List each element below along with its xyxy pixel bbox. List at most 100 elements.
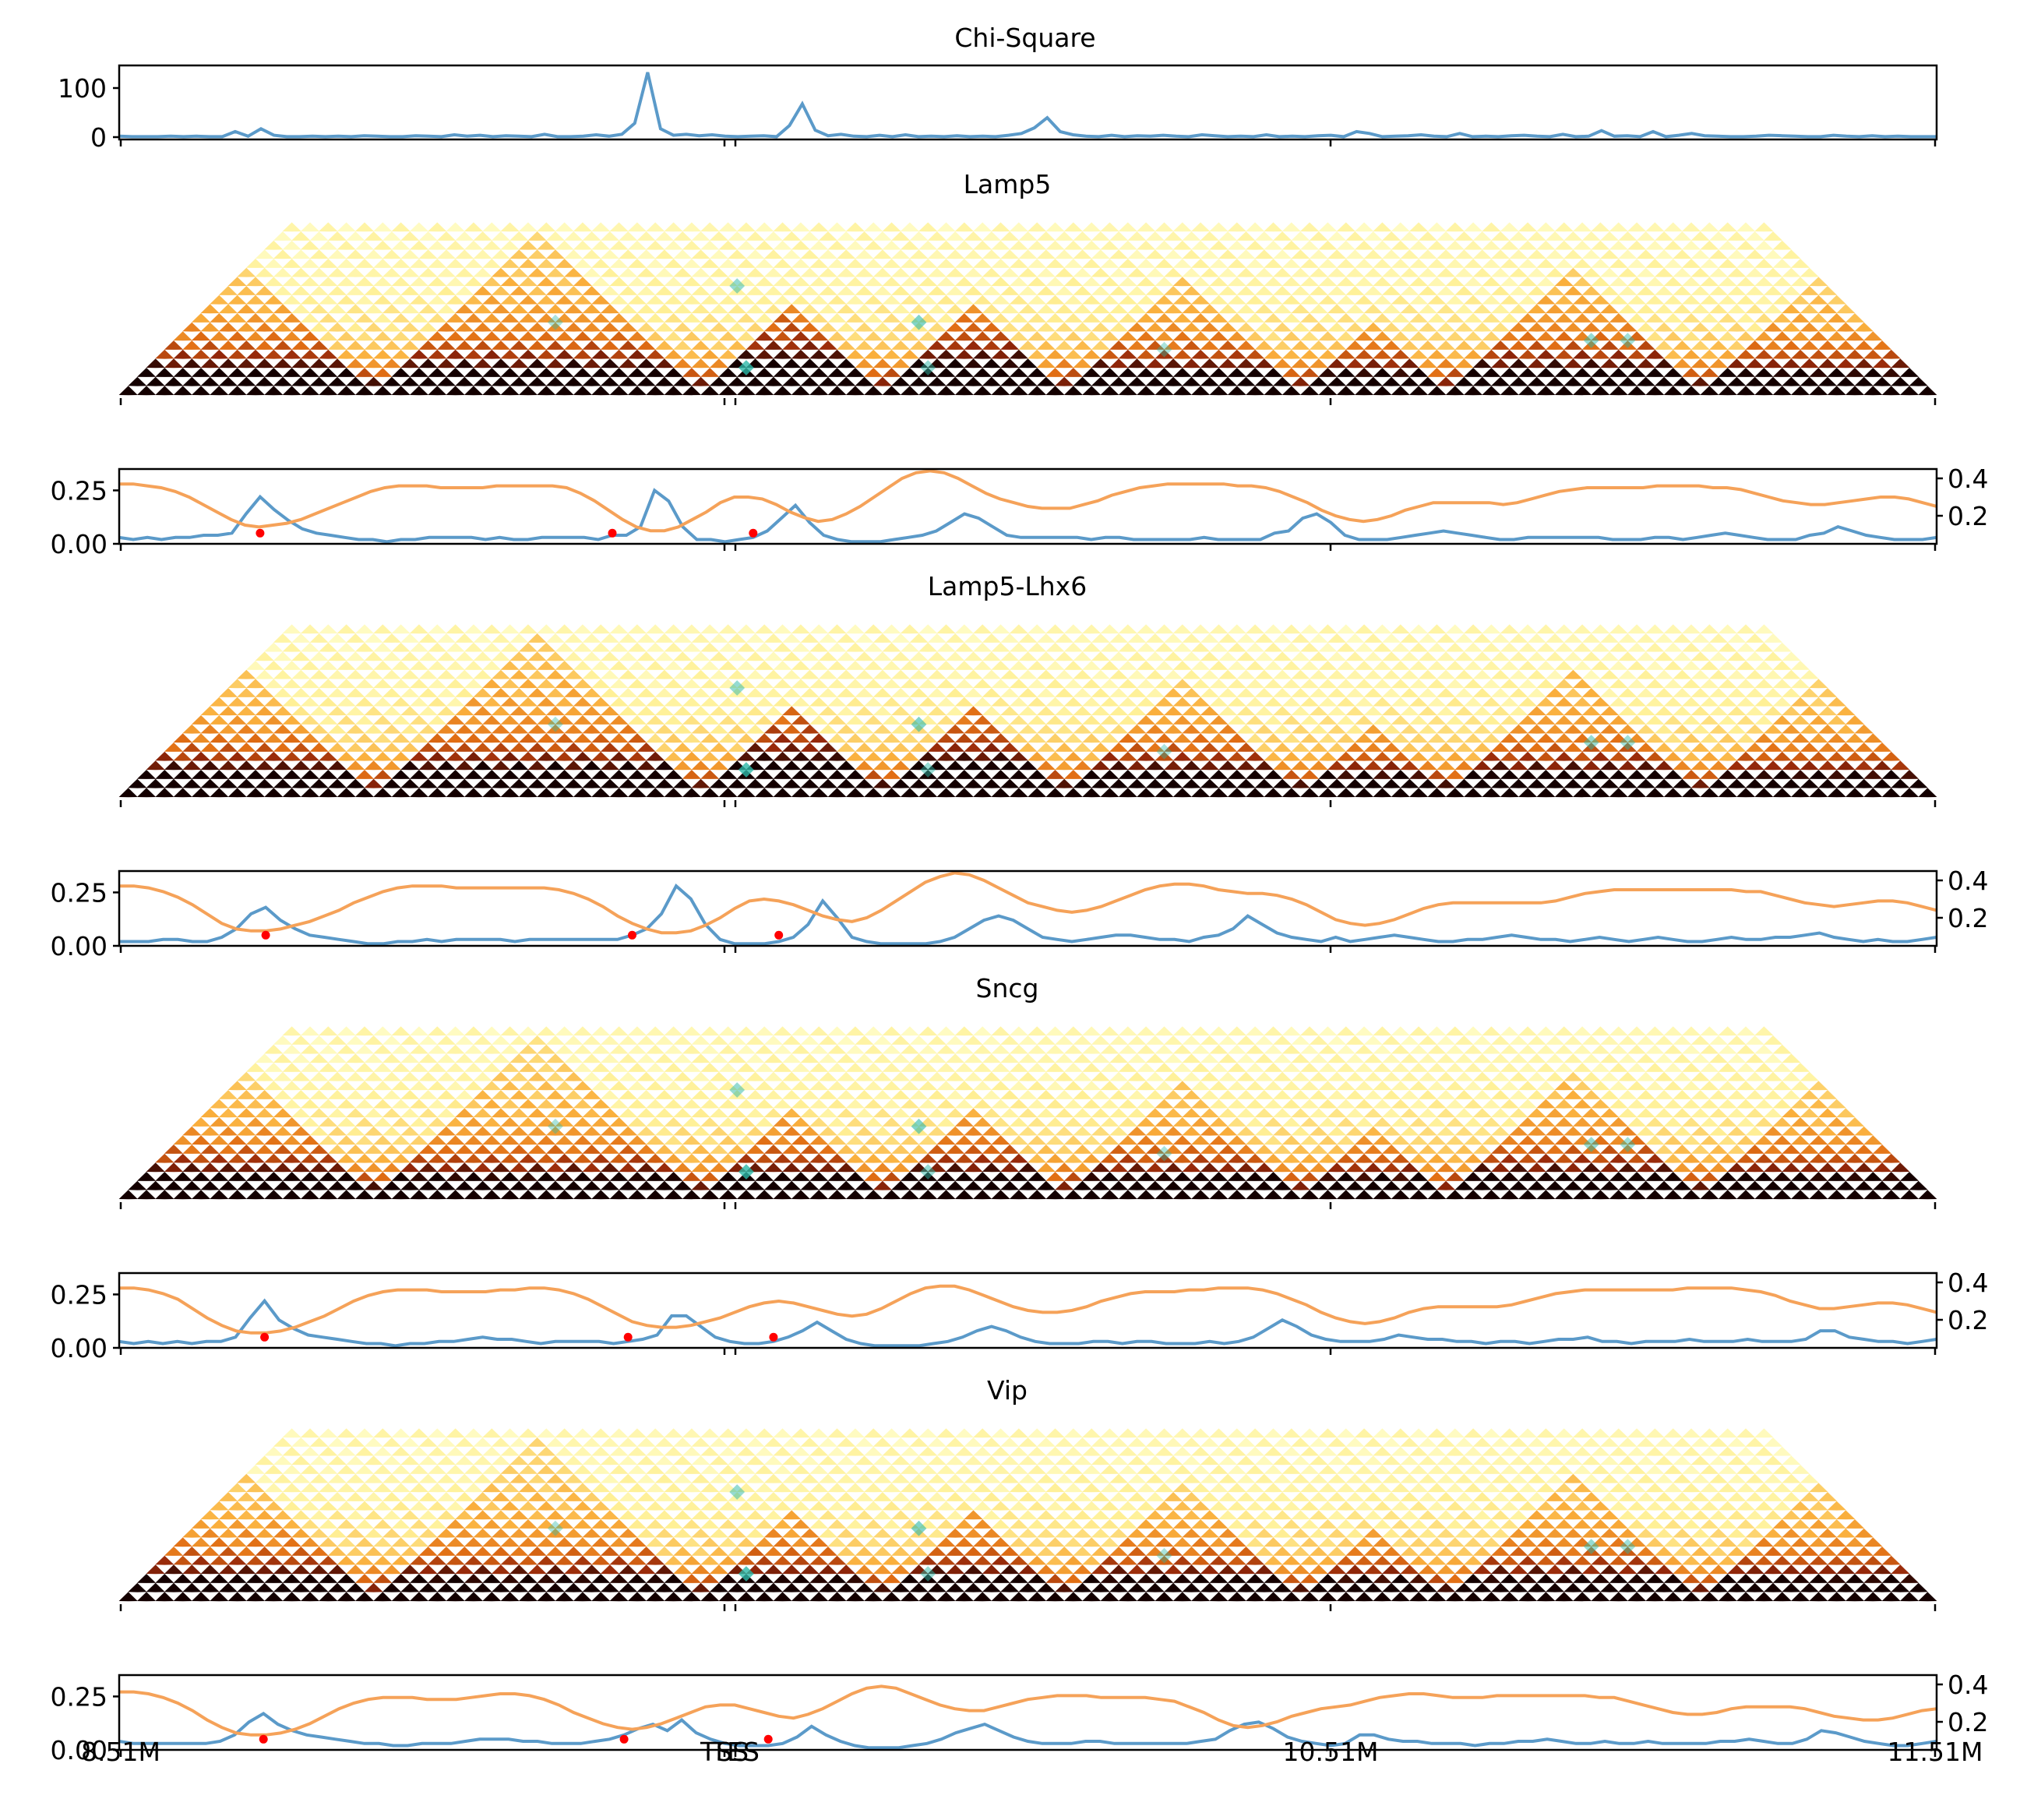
heatmap-cell — [1246, 313, 1265, 323]
heatmap-cell — [1355, 624, 1374, 634]
heatmap-cell — [1028, 349, 1047, 359]
heatmap-cell — [255, 1180, 274, 1190]
heatmap-cell — [1800, 1071, 1819, 1081]
heatmap-cell — [391, 349, 411, 359]
heatmap-cell — [1500, 715, 1519, 725]
heatmap-cell — [1745, 1145, 1764, 1154]
heatmap-cell — [728, 1053, 747, 1063]
heatmap-cell — [1509, 651, 1528, 661]
heatmap-cell — [609, 349, 629, 359]
heatmap-cell — [1036, 742, 1056, 752]
heatmap-cell — [936, 1081, 956, 1091]
heatmap-cell — [1009, 1135, 1028, 1145]
heatmap-cell — [1109, 1090, 1129, 1099]
heatmap-cell — [1645, 751, 1665, 761]
heatmap-cell — [400, 669, 420, 679]
heatmap-cell — [446, 349, 465, 359]
heatmap-cell — [1309, 1071, 1328, 1081]
heatmap-cell — [891, 742, 911, 752]
heatmap-cell — [545, 1108, 565, 1118]
heatmap-cell — [1554, 679, 1574, 689]
heatmap-cell — [264, 697, 284, 707]
heatmap-cell — [891, 778, 911, 788]
heatmap-cell — [1836, 1126, 1856, 1136]
heatmap-cell — [1437, 778, 1456, 788]
heatmap-cell — [1782, 1053, 1801, 1063]
heatmap-cell — [555, 751, 574, 761]
heatmap-cell — [864, 240, 883, 250]
heatmap-cell — [746, 1053, 765, 1063]
heatmap-cell — [1427, 331, 1447, 341]
heatmap-cell — [1718, 679, 1737, 689]
heatmap-cell — [882, 733, 901, 743]
heatmap-cell — [1300, 661, 1320, 670]
heatmap-cell — [1727, 742, 1747, 752]
heatmap-cell — [664, 661, 683, 670]
heatmap-cell — [1155, 277, 1174, 287]
heatmap-cell — [700, 1117, 720, 1127]
heatmap-cell — [255, 358, 274, 369]
heatmap-cell — [1254, 633, 1274, 643]
heatmap-cell — [755, 697, 774, 707]
heatmap-cell — [1028, 624, 1047, 634]
heatmap-cell — [337, 642, 356, 652]
heatmap-cell — [1418, 778, 1437, 788]
heatmap-cell — [709, 286, 728, 295]
heatmap-cell — [718, 1135, 738, 1145]
heatmap-cell — [1309, 1162, 1328, 1173]
heatmap-cell — [464, 386, 483, 396]
heatmap-cell — [773, 259, 792, 268]
heatmap-cell — [1764, 742, 1783, 752]
heatmap-cell — [1718, 386, 1737, 396]
heatmap-cell — [291, 669, 311, 679]
heatmap-cell — [1009, 679, 1028, 689]
heatmap-cell — [200, 724, 220, 734]
heatmap-cell — [309, 267, 329, 277]
heatmap-cell — [1791, 313, 1810, 323]
heatmap-cell — [991, 349, 1010, 359]
heatmap-cell — [1690, 669, 1710, 679]
heatmap-cell — [700, 259, 720, 268]
heatmap-cell — [1246, 751, 1265, 761]
heatmap-cell — [218, 1162, 238, 1173]
heatmap-cell — [491, 358, 510, 369]
heatmap-cell — [1645, 1099, 1665, 1109]
heatmap-cell — [1482, 1063, 1501, 1072]
heatmap-cell — [1164, 1053, 1183, 1063]
heatmap-cell — [791, 1099, 810, 1109]
heatmap-cell — [1690, 358, 1710, 369]
heatmap-cell — [1464, 770, 1483, 779]
heatmap-cell — [118, 1190, 138, 1200]
heatmap-cell — [327, 706, 347, 716]
heatmap-cell — [609, 1172, 629, 1181]
heatmap-cell — [1655, 760, 1674, 771]
heatmap-cell — [973, 1172, 992, 1181]
heatmap-cell — [346, 1180, 365, 1190]
heatmap-cell — [1045, 751, 1065, 761]
heatmap-cell — [1291, 1180, 1310, 1190]
heatmap-cell — [1000, 742, 1020, 752]
heatmap-cell — [973, 1081, 992, 1091]
heatmap-cell — [1118, 386, 1137, 396]
heatmap-cell — [964, 651, 983, 661]
heatmap-cell — [1336, 642, 1355, 652]
heatmap-cell — [1772, 1117, 1792, 1127]
heatmap-cell — [1118, 770, 1137, 779]
heatmap-cell — [237, 340, 256, 350]
heatmap-cell — [1673, 1180, 1692, 1190]
heatmap-cell — [1082, 222, 1102, 232]
heatmap-cell — [1018, 1053, 1038, 1063]
heatmap-cell — [509, 1053, 529, 1063]
heatmap-cell — [1600, 1126, 1620, 1136]
heatmap-cell — [1355, 715, 1374, 725]
heatmap-cell — [1809, 788, 1828, 798]
heatmap-cell — [1036, 651, 1056, 661]
heatmap-cell — [118, 386, 138, 396]
heatmap-cell — [364, 778, 383, 788]
heatmap-cell — [1209, 1172, 1229, 1181]
heatmap-cell — [1609, 331, 1628, 341]
heatmap-cell — [400, 778, 420, 788]
heatmap-cell — [1127, 1180, 1147, 1190]
heatmap-cell — [882, 386, 901, 396]
heatmap-cell — [1836, 304, 1856, 314]
